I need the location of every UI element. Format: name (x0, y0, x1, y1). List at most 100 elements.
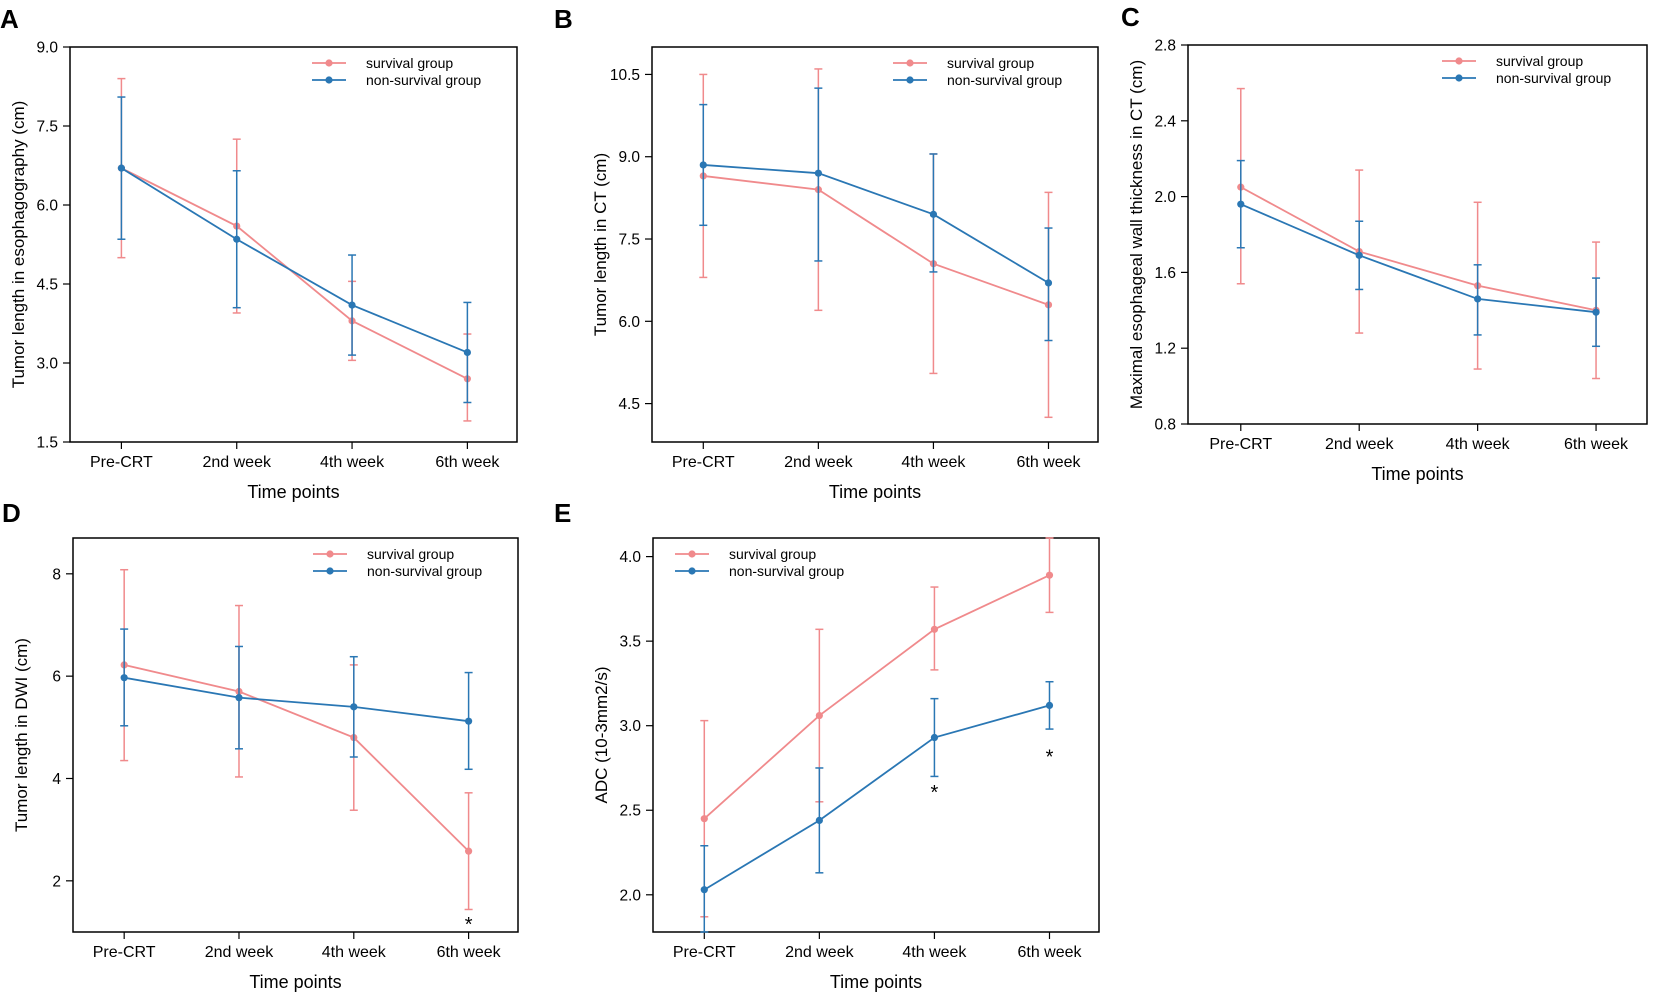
series-survival (699, 68, 1053, 419)
panel-b: B 4.5 6.0 7.5 9.0 10.5 Pre-CRT 2nd week 4th week… (554, 4, 1099, 502)
series-survival (117, 77, 472, 422)
series-survival (700, 537, 1054, 918)
data-point (465, 717, 473, 725)
y-tick-label: 3.0 (619, 718, 641, 735)
data-point (929, 210, 938, 218)
y-tick-label: 4.5 (618, 396, 640, 413)
data-point (235, 694, 243, 702)
legend-swatch-marker (326, 567, 334, 575)
series-nonsurvival (699, 87, 1053, 342)
data-point (1045, 571, 1054, 579)
x-tick-label: 2nd week (785, 944, 854, 961)
x-tick-label: Pre-CRT (673, 944, 736, 961)
y-tick-label: 4 (52, 771, 61, 788)
panel-letter: E (554, 498, 571, 528)
plot-frame (651, 46, 1099, 443)
y-axis-label: Maximal esophageal wall thickness in CT … (1127, 60, 1146, 409)
data-point (699, 161, 707, 169)
y-tick-label: 1.5 (36, 435, 58, 452)
series-nonsurvival (1236, 159, 1601, 348)
x-tick-label: 2nd week (205, 944, 274, 961)
data-point (120, 674, 128, 682)
legend-swatch-marker (906, 76, 914, 84)
x-axis-label: Time points (829, 482, 921, 502)
x-tick-label: 6th week (435, 454, 500, 471)
legend-label: survival group (947, 55, 1034, 71)
panel-d: D 2 4 6 8 Pre-CRT 2nd week 4th week 6th week Time… (2, 498, 519, 992)
series-nonsurvival (120, 628, 473, 771)
series-survival (1236, 87, 1601, 380)
data-point (700, 886, 708, 894)
y-tick-label: 9.0 (36, 40, 58, 57)
series-line (123, 664, 470, 852)
legend-label: survival group (366, 55, 453, 71)
y-tick-label: 6.0 (618, 314, 640, 331)
legend-swatch-marker (325, 76, 333, 84)
data-point (1045, 701, 1054, 710)
data-point (117, 164, 126, 172)
legend-label: non-survival group (366, 72, 481, 88)
series-survival (120, 568, 473, 911)
y-tick-label: 6.0 (36, 198, 58, 215)
plot-frame (652, 537, 1100, 933)
legend-swatch-marker (326, 550, 334, 558)
legend-swatch-marker (1455, 74, 1463, 82)
y-tick-label: 2.4 (1154, 113, 1176, 130)
panel-c: C 0.8 1.2 1.6 2.0 2.4 2.8 Pre-CRT 2nd week 4th we… (1121, 2, 1648, 484)
significance-star: * (1046, 746, 1054, 768)
y-tick-label: 3.5 (619, 634, 641, 651)
data-point (348, 301, 356, 309)
y-tick-label: 0.8 (1154, 417, 1176, 434)
y-tick-label: 2 (52, 873, 61, 890)
legend-label: non-survival group (947, 72, 1062, 88)
x-tick-label: 4th week (901, 454, 966, 471)
y-tick-label: 10.5 (610, 67, 640, 84)
plot-frame (1187, 44, 1648, 425)
y-axis-label: Tumor length in esophagography (cm) (9, 101, 28, 389)
y-tick-label: 3.0 (36, 356, 58, 373)
legend-label: non-survival group (367, 563, 482, 579)
legend-label: non-survival group (1496, 70, 1611, 86)
x-tick-label: Pre-CRT (672, 454, 735, 471)
x-axis-label: Time points (247, 482, 339, 502)
x-tick-label: 2nd week (202, 454, 271, 471)
significance-star: * (465, 914, 473, 936)
series-line (124, 676, 469, 723)
data-point (463, 348, 471, 357)
panel-letter: B (554, 4, 573, 34)
x-tick-label: 6th week (1017, 944, 1082, 961)
data-point (814, 169, 822, 177)
x-tick-label: 6th week (1016, 454, 1081, 471)
x-axis-label: Time points (830, 972, 922, 992)
panel-letter: C (1121, 2, 1140, 32)
y-tick-label: 4.5 (36, 277, 58, 294)
panel-letter: D (2, 498, 21, 528)
series-line (121, 167, 468, 380)
data-point (815, 816, 823, 824)
y-tick-label: 2.5 (619, 803, 641, 820)
data-point (465, 847, 473, 855)
y-tick-label: 4.0 (619, 549, 641, 566)
x-tick-label: Pre-CRT (90, 454, 153, 471)
x-tick-label: 2nd week (1325, 436, 1394, 453)
x-tick-label: 4th week (320, 454, 385, 471)
y-tick-label: 2.8 (1154, 38, 1176, 55)
legend-label: survival group (1496, 53, 1583, 69)
series-line (703, 704, 1050, 891)
data-point (930, 733, 939, 742)
data-point (1237, 200, 1245, 208)
x-tick-label: 4th week (1446, 436, 1511, 453)
panel-e: E 2.0 2.5 3.0 3.5 4.0 Pre-CRT 2nd week 4th week 6… (554, 498, 1100, 992)
series-nonsurvival (117, 96, 472, 404)
y-tick-label: 7.5 (618, 232, 640, 249)
y-tick-label: 2.0 (619, 887, 641, 904)
y-tick-label: 1.2 (1154, 341, 1176, 358)
panel-a: A 1.5 3.0 4.5 6.0 7.5 9.0 Pre-CRT 2nd week 4th we… (0, 4, 518, 502)
data-point (1592, 308, 1600, 316)
significance-star: * (931, 782, 939, 804)
series-line (703, 574, 1050, 820)
x-axis-label: Time points (1371, 464, 1463, 484)
data-point (700, 815, 708, 823)
y-axis-label: ADC (10-3mm2/s) (592, 667, 611, 804)
